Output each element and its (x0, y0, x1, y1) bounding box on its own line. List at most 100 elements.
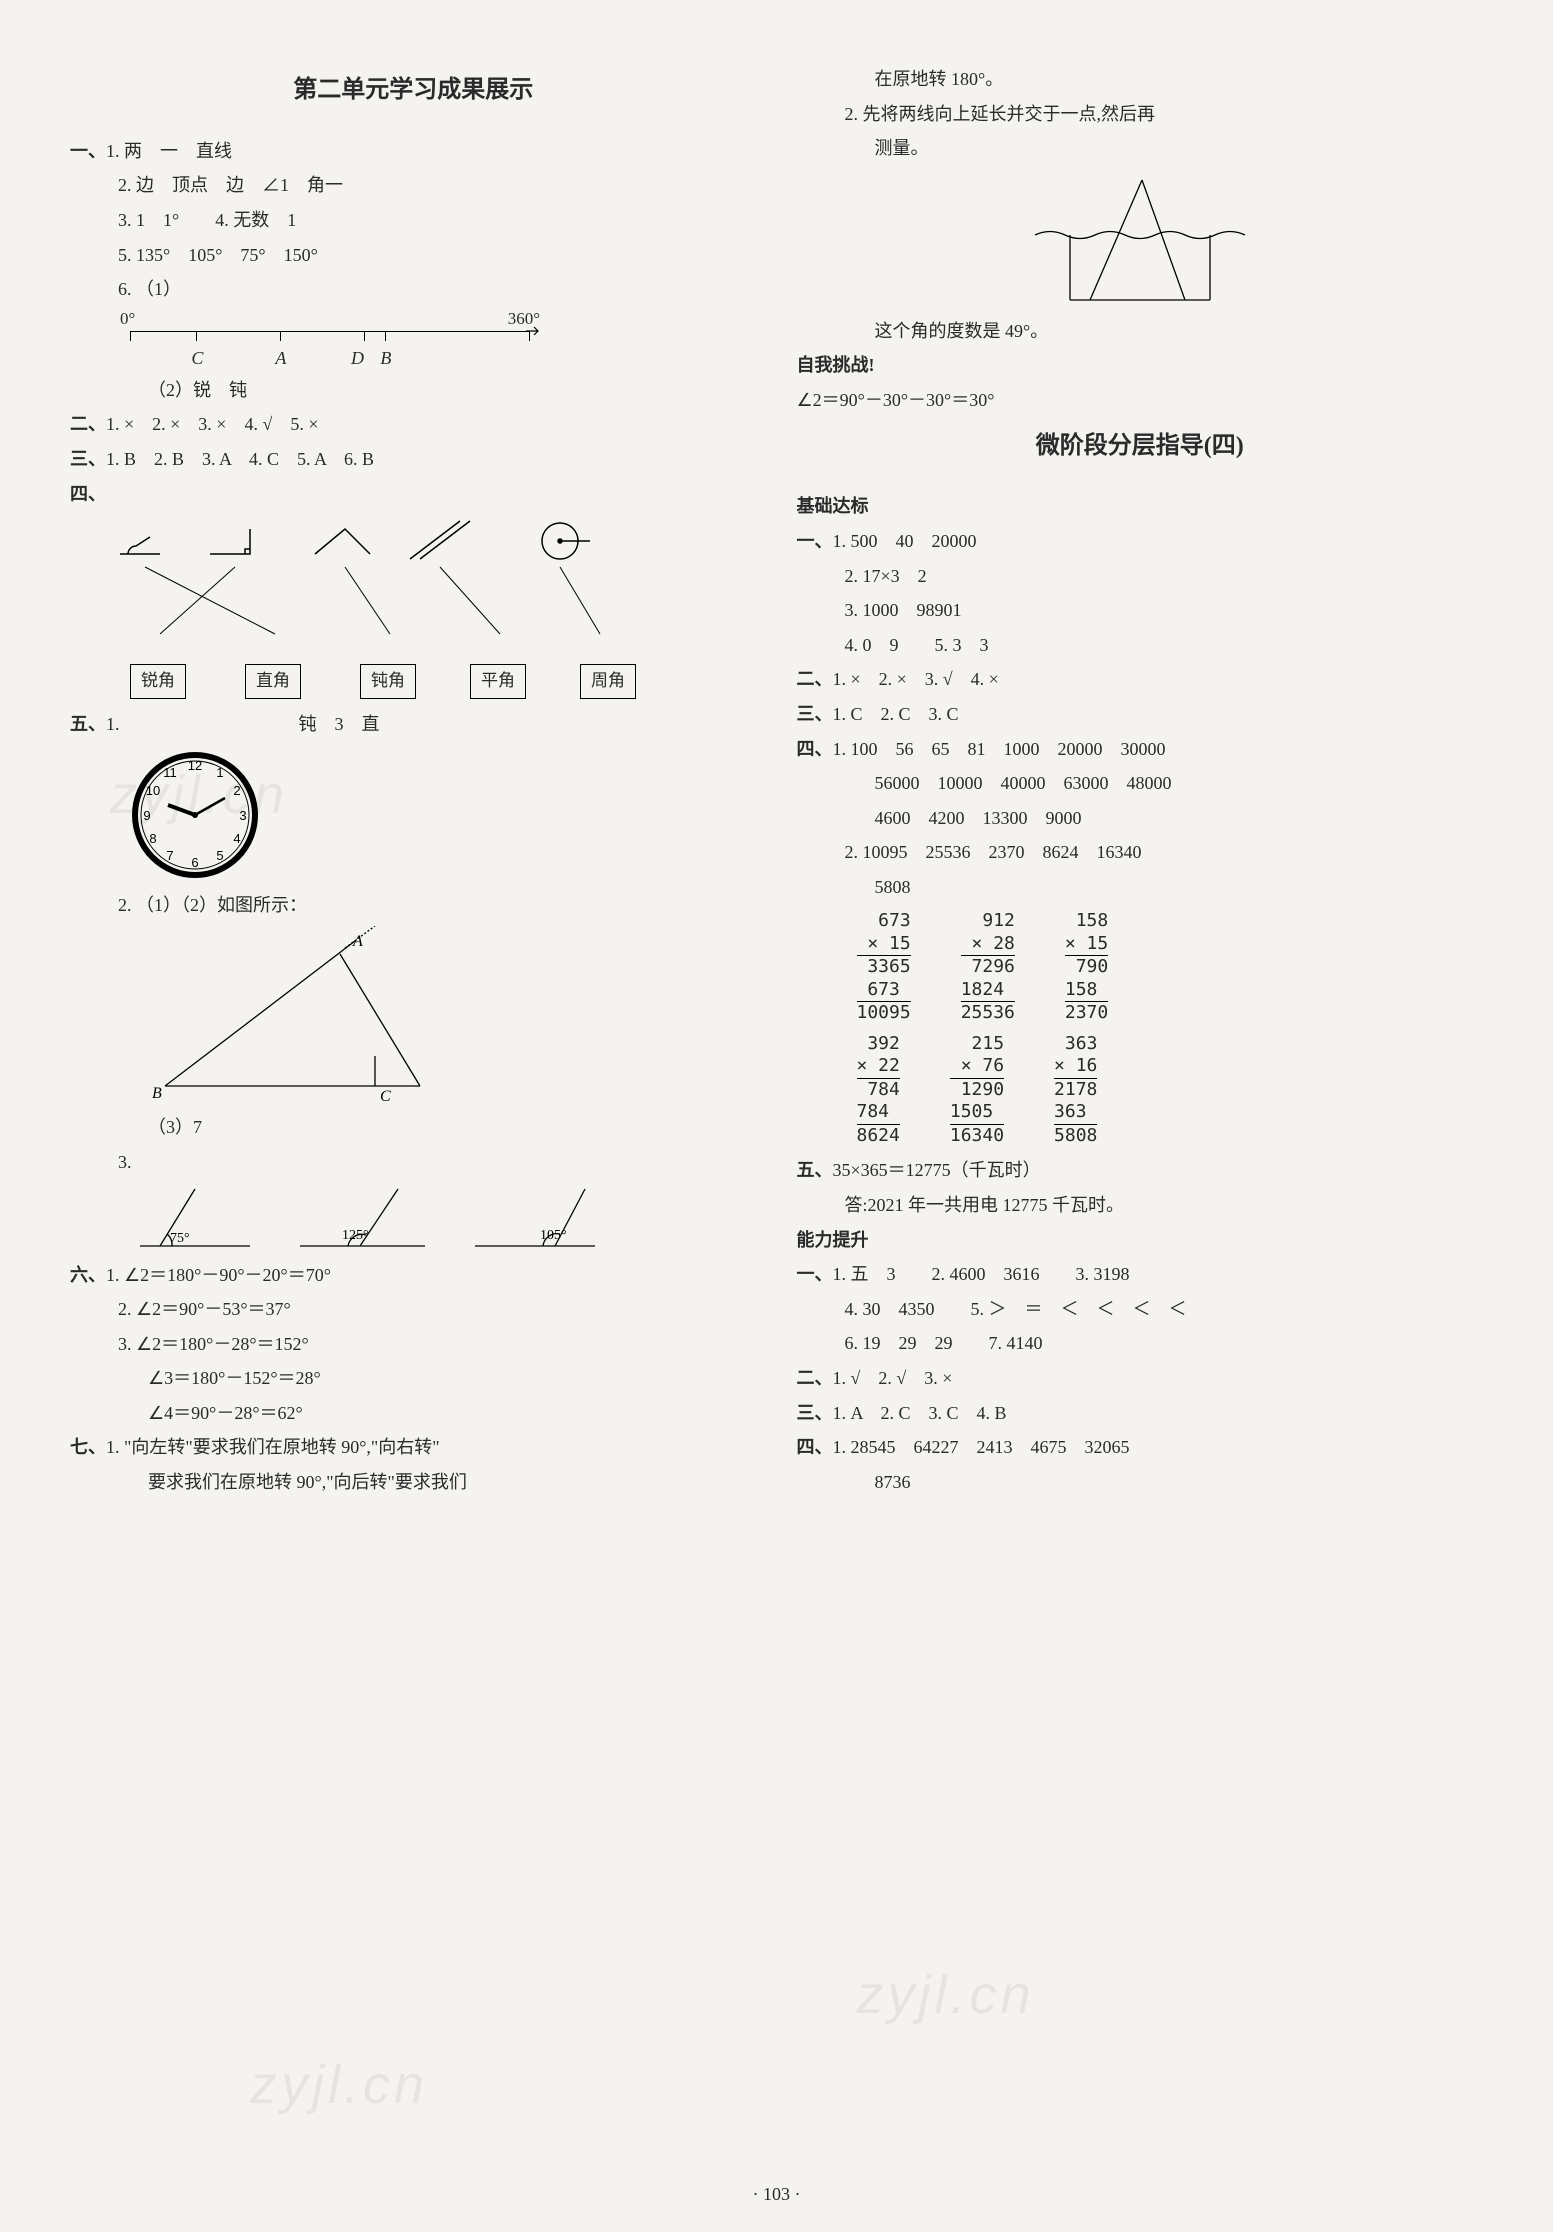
cont-l2b: 测量。 (797, 133, 1484, 164)
b4-l1c: 4600 4200 13300 9000 (797, 803, 1484, 834)
b4-l2: 2. 10095 25536 2370 8624 16340 (797, 837, 1484, 868)
svg-text:10: 10 (146, 783, 160, 798)
angle-row: 75° 125° 105° (130, 1184, 757, 1254)
s3-label: 三、 (70, 449, 106, 469)
svg-text:75°: 75° (170, 1231, 190, 1246)
s1-label: 一、 (70, 141, 106, 161)
s6-l4: ∠3＝180°－152°＝28° (70, 1363, 757, 1394)
unit2-title: 第二单元学习成果展示 (70, 70, 757, 111)
b4-l1b: 56000 10000 40000 63000 48000 (797, 768, 1484, 799)
b2-text: 1. × 2. × 3. √ 4. × (833, 669, 999, 689)
s6-l3: 3. ∠2＝180°－28°＝152° (70, 1329, 757, 1360)
a4-label: 四、 (797, 1437, 833, 1457)
s3: 三、1. B 2. B 3. A 4. C 5. A 6. B (70, 444, 757, 475)
a1-l3: 6. 19 29 29 7. 4140 (797, 1328, 1484, 1359)
watermark-3: zyjl.cn (857, 1950, 1035, 2042)
angle-cat-obtuse: 钝角 (360, 664, 416, 699)
challenge-label: 自我挑战! (797, 350, 1484, 381)
page-columns: 第二单元学习成果展示 一、1. 两 一 直线 2. 边 顶点 边 ∠1 角一 3… (70, 60, 1483, 2172)
mult-row-1: 673× 153365673 10095 912× 2872961824 255… (857, 910, 1484, 1025)
svg-text:A: A (352, 933, 363, 950)
s2: 二、1. × 2. × 3. × 4. √ 5. × (70, 409, 757, 440)
nl-tick (196, 331, 197, 341)
nl-tick (280, 331, 281, 341)
b2-label: 二、 (797, 669, 833, 689)
svg-text:3: 3 (239, 808, 246, 823)
b5-eq: 35×365＝12775（千瓦时） (833, 1160, 1041, 1180)
b3: 三、1. C 2. C 3. C (797, 699, 1484, 730)
angle-75: 75° (130, 1184, 260, 1254)
svg-text:125°: 125° (342, 1228, 369, 1243)
b2: 二、1. × 2. × 3. √ 4. × (797, 664, 1484, 695)
svg-text:105°: 105° (540, 1228, 567, 1243)
b1-l1: 1. 500 40 20000 (833, 531, 977, 551)
svg-text:1: 1 (216, 765, 223, 780)
s5-i3num: 3. (70, 1147, 757, 1178)
clock-diagram: 1212 345 678 91011 (130, 750, 260, 880)
nl-letter: A (275, 343, 286, 374)
cont-l3: 这个角的度数是 49°。 (797, 316, 1484, 347)
adv-label: 能力提升 (797, 1225, 1484, 1256)
s6: 六、1. ∠2＝180°－90°－20°＝70° (70, 1260, 757, 1291)
s1-i2: 2. 边 顶点 边 ∠1 角一 (70, 170, 757, 201)
iceberg-diagram (1030, 170, 1250, 310)
a3-text: 1. A 2. C 3. C 4. B (833, 1403, 1007, 1423)
b5-label: 五、 (797, 1160, 833, 1180)
left-column: 第二单元学习成果展示 一、1. 两 一 直线 2. 边 顶点 边 ∠1 角一 3… (70, 60, 757, 2172)
b1-label: 一、 (797, 531, 833, 551)
a3: 三、1. A 2. C 3. C 4. B (797, 1398, 1484, 1429)
s3-text: 1. B 2. B 3. A 4. C 5. A 6. B (106, 449, 374, 469)
b5: 五、35×365＝12775（千瓦时） (797, 1155, 1484, 1186)
nl-tick (385, 331, 386, 341)
a1-label: 一、 (797, 1264, 833, 1284)
mult-4: 392× 22784784 8624 (857, 1033, 900, 1148)
b3-text: 1. C 2. C 3. C (833, 704, 959, 724)
a3-label: 三、 (797, 1403, 833, 1423)
s1-i1-text: 1. 两 一 直线 (106, 141, 232, 161)
angle-125: 125° (300, 1184, 430, 1254)
nl-letter: B (380, 343, 391, 374)
b4-label: 四、 (797, 739, 833, 759)
s6-l2: 2. ∠2＝90°－53°＝37° (70, 1294, 757, 1325)
svg-text:9: 9 (143, 808, 150, 823)
s1-i1: 一、1. 两 一 直线 (70, 136, 757, 167)
s2-label: 二、 (70, 414, 106, 434)
nl-left-label: 0° (120, 305, 135, 334)
a2-label: 二、 (797, 1368, 833, 1388)
s5-i2: 2. （1）（2）如图所示： (70, 890, 757, 921)
svg-text:6: 6 (191, 855, 198, 870)
s6-label: 六、 (70, 1265, 106, 1285)
svg-text:5: 5 (216, 848, 223, 863)
s2-text: 1. × 2. × 3. × 4. √ 5. × (106, 414, 318, 434)
angle-cat-full: 周角 (580, 664, 636, 699)
svg-text:4: 4 (233, 831, 240, 846)
right-column: 在原地转 180°。 2. 先将两线向上延长并交于一点,然后再 测量。 这个角的… (797, 60, 1484, 2172)
challenge-eq: ∠2＝90°－30°－30°＝30° (797, 385, 1484, 416)
mult-6: 363× 162178363 5808 (1054, 1033, 1097, 1148)
s5-line1: 五、1. 钝 3 直 (70, 709, 757, 740)
s6-l1: 1. ∠2＝180°－90°－20°＝70° (106, 1265, 331, 1285)
s7-l1b: 要求我们在原地转 90°,"向后转"要求我们 (70, 1467, 757, 1498)
mult-row-2: 392× 22784784 8624 215× 7612901505 16340… (857, 1033, 1484, 1148)
svg-text:C: C (380, 1088, 391, 1105)
angle-cat-right: 直角 (245, 664, 301, 699)
s1-i3: 3. 1 1° 4. 无数 1 (70, 205, 757, 236)
s5-i3: （3）7 (70, 1112, 757, 1143)
triangle-svg: A B C (150, 926, 490, 1106)
a2-text: 1. √ 2. √ 3. × (833, 1368, 953, 1388)
b5-ans: 答:2021 年一共用电 12775 千瓦时。 (797, 1190, 1484, 1221)
mult-3: 158× 15790158 2370 (1065, 910, 1108, 1025)
arrow-icon (526, 326, 540, 336)
triangle-diagram: A B C (150, 926, 490, 1106)
b4-l1-text: 1. 100 56 65 81 1000 20000 30000 (833, 739, 1166, 759)
svg-text:12: 12 (188, 758, 202, 773)
number-line-diagram: 0° 360° C A D B (120, 311, 540, 371)
s5-1: 1. (106, 714, 120, 734)
angle-cat-straight: 平角 (470, 664, 526, 699)
svg-text:7: 7 (166, 848, 173, 863)
b1: 一、1. 500 40 20000 (797, 526, 1484, 557)
nl-tick (130, 331, 131, 341)
svg-text:B: B (152, 1085, 162, 1102)
cont-l2a: 2. 先将两线向上延长并交于一点,然后再 (797, 99, 1484, 130)
angle-cat-acute: 锐角 (130, 664, 186, 699)
